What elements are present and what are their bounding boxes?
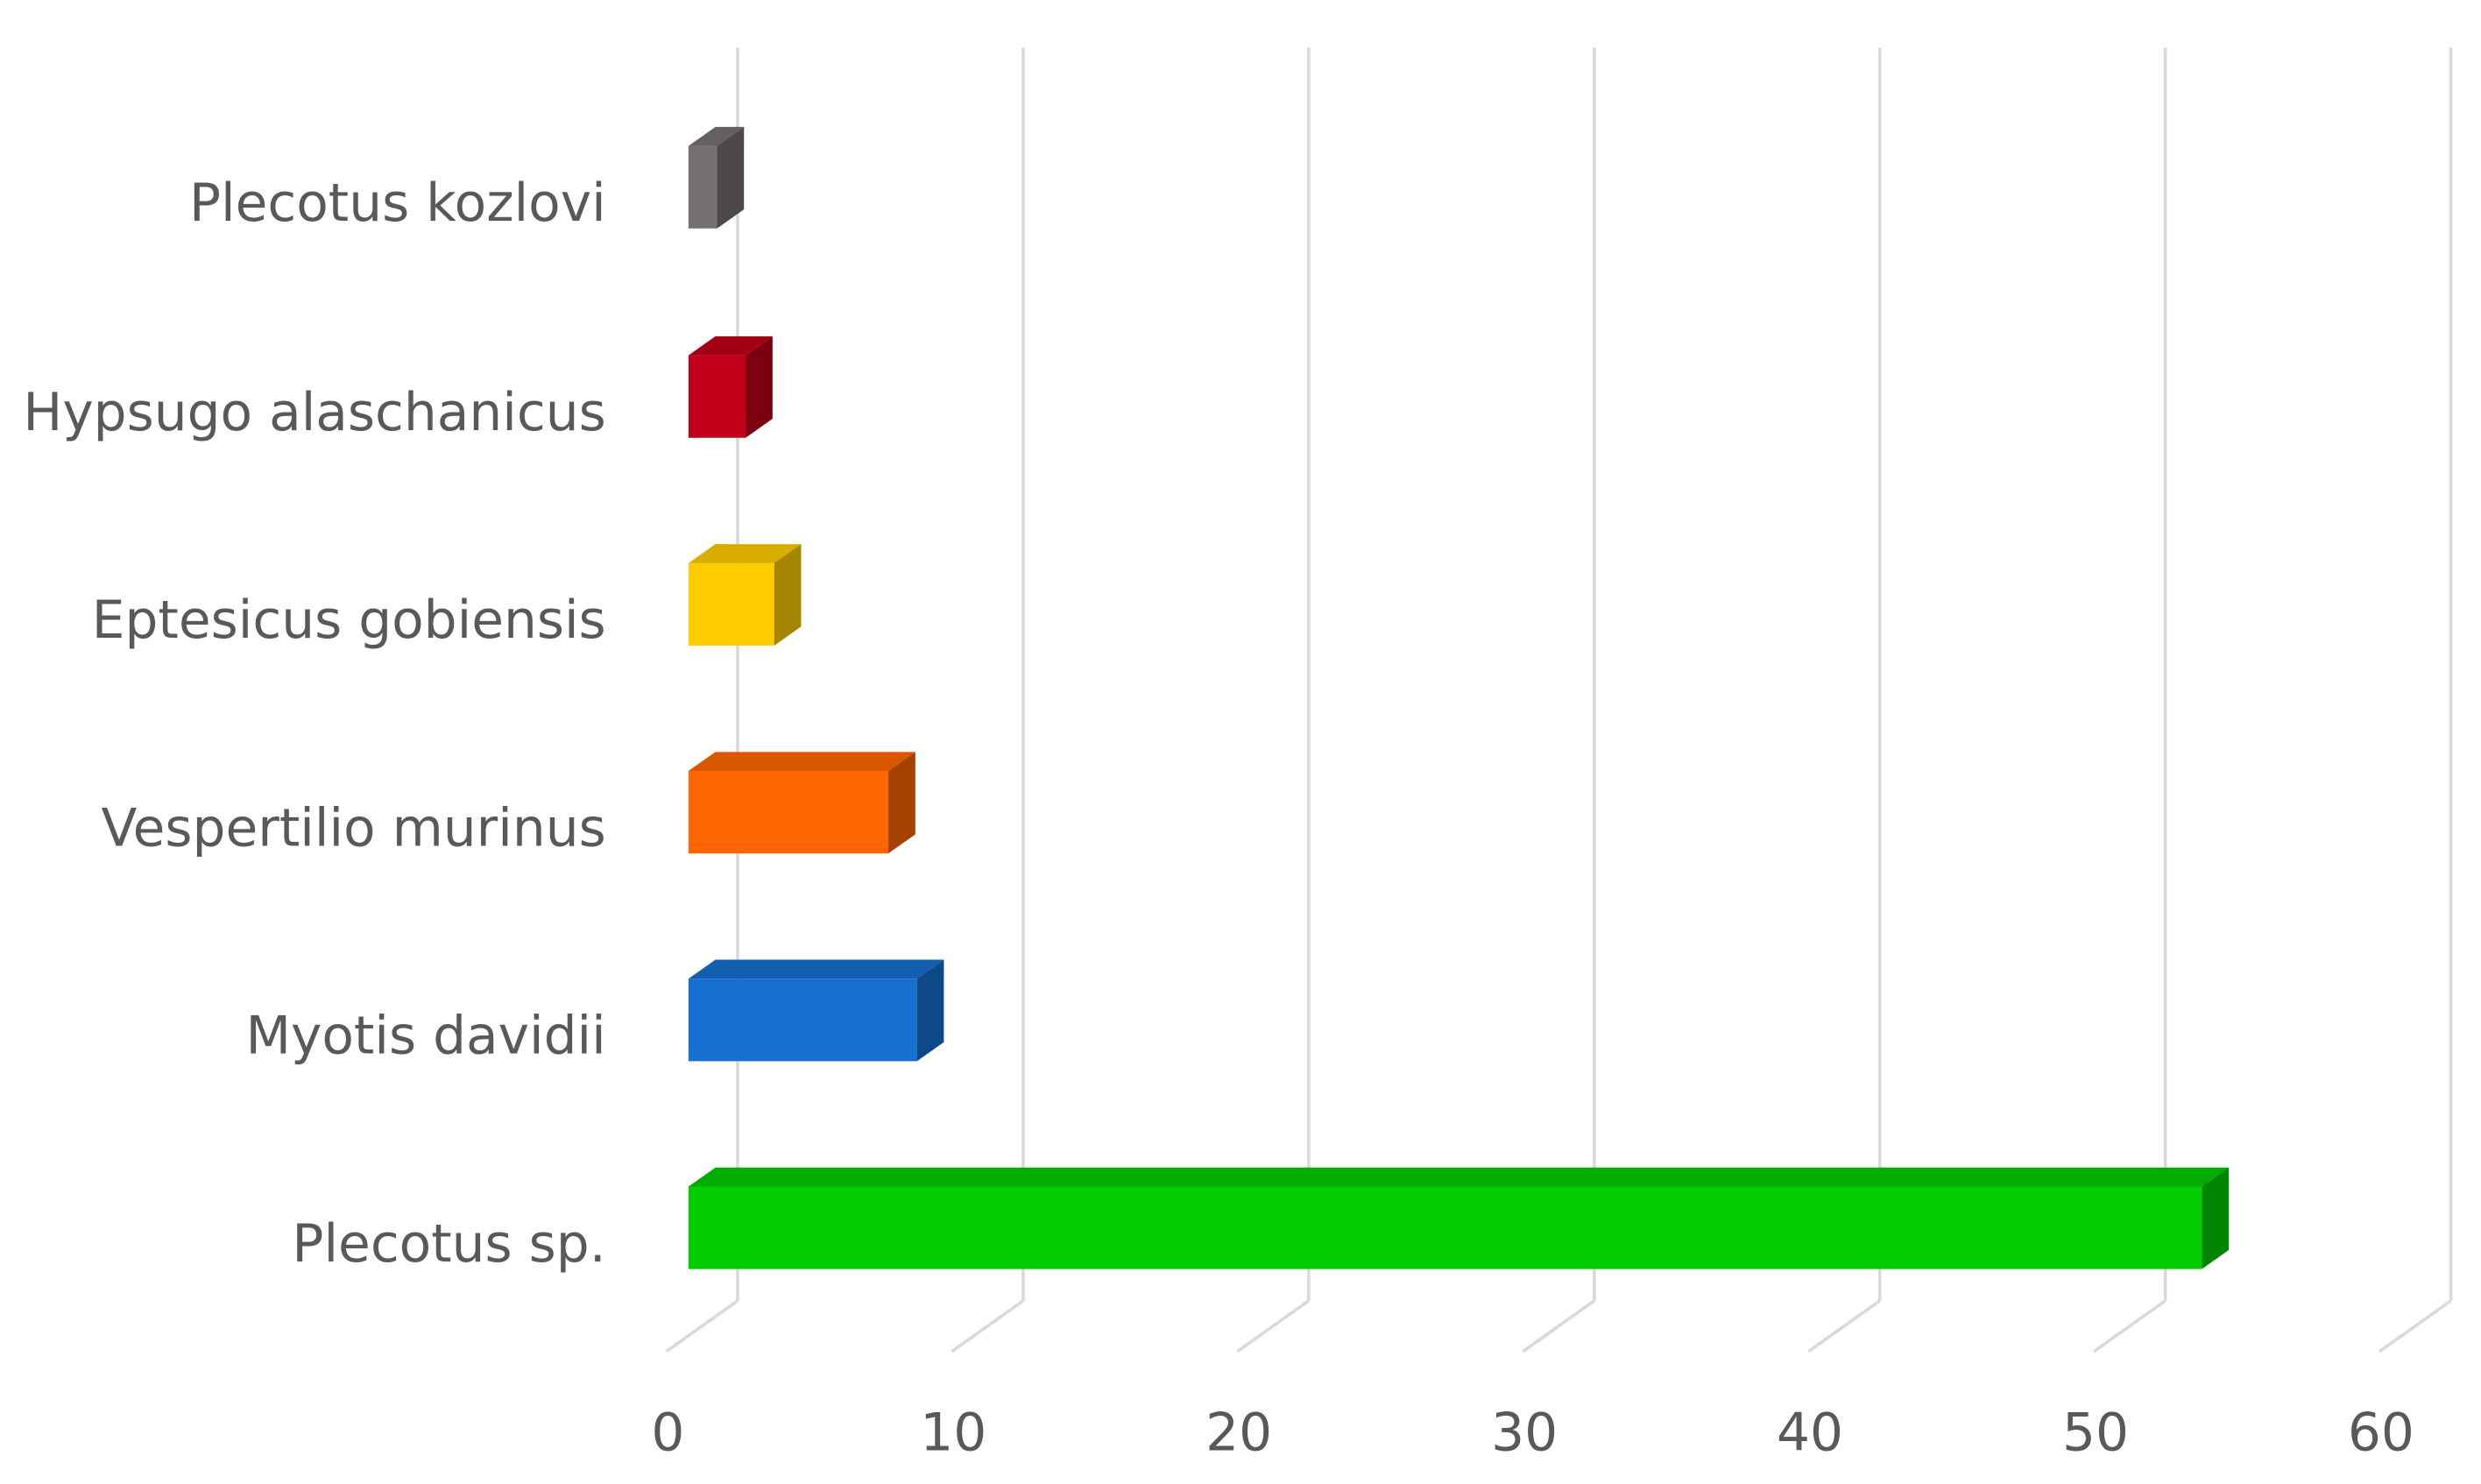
bar-face — [688, 752, 915, 772]
bar — [688, 1167, 2230, 1269]
bar-face — [717, 126, 745, 229]
floor-grid-line — [951, 1299, 1024, 1353]
x-tick-label: 60 — [2348, 1403, 2414, 1463]
floor-grid-line — [1807, 1299, 1881, 1353]
y-tick-label: Vespertilio murinus — [101, 798, 605, 859]
bar-face — [688, 336, 773, 356]
bar — [688, 752, 915, 854]
x-tick-label: 20 — [1205, 1403, 1272, 1463]
x-tick-label: 50 — [2062, 1403, 2129, 1463]
bar — [688, 126, 745, 229]
bar-face — [688, 771, 889, 854]
bar-face — [916, 959, 944, 1062]
bar-face — [688, 544, 802, 563]
bar-face — [888, 752, 915, 854]
bar-face — [746, 336, 773, 438]
x-tick-label: 30 — [1491, 1403, 1558, 1463]
floor-grid-line — [1522, 1299, 1595, 1353]
floor-grid-line — [665, 1299, 739, 1353]
floor-grid-line — [1236, 1299, 1310, 1353]
bar-face — [688, 126, 745, 146]
floor-grid-line — [2093, 1299, 2166, 1353]
bar-face — [688, 562, 774, 646]
y-tick-label: Hypsugo alaschanicus — [23, 383, 605, 443]
x-tick-label: 40 — [1777, 1403, 1843, 1463]
y-tick-label: Myotis davidii — [245, 1007, 605, 1067]
bar-face — [688, 959, 944, 979]
x-tick-label: 10 — [920, 1403, 986, 1463]
bar-face — [688, 355, 746, 438]
bar-face — [774, 544, 802, 646]
bar-face — [688, 979, 917, 1062]
x-tick-label: 0 — [651, 1403, 684, 1463]
bar — [688, 336, 773, 438]
bar-face — [688, 1167, 2230, 1187]
bar — [688, 544, 802, 646]
bar-face — [688, 1186, 2202, 1269]
bar-face — [688, 145, 717, 229]
y-tick-label: Plecotus sp. — [292, 1214, 605, 1275]
y-tick-label: Plecotus kozlovi — [189, 173, 606, 234]
bar-face — [2202, 1167, 2230, 1269]
y-tick-label: Eptesicus gobiensis — [92, 590, 606, 651]
bar — [688, 959, 944, 1062]
floor-grid-line — [2379, 1299, 2452, 1353]
